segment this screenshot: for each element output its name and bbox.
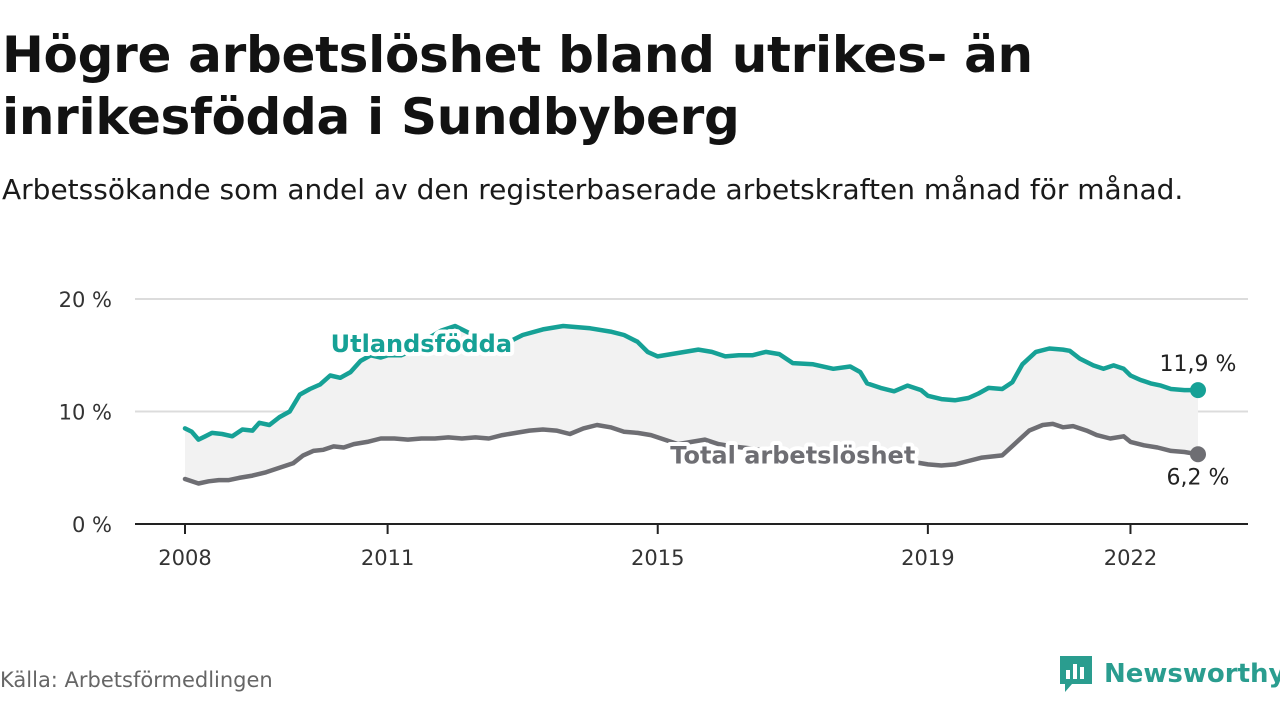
x-tick-label: 2015 [631, 546, 684, 570]
series-line-total [182, 421, 1201, 486]
series-label-foreign: Utlandsfödda [331, 330, 512, 358]
series-label-total: Total arbetslöshet [670, 441, 915, 469]
chart-title: Högre arbetslöshet bland utrikes- än inr… [2, 26, 1033, 146]
y-tick-label: 0 % [72, 513, 112, 537]
source-note: Källa: Arbetsförmedlingen [0, 668, 273, 692]
series-line-foreign [182, 323, 1201, 442]
brand-name: Newsworthy [1104, 659, 1280, 689]
x-tick-label: 2022 [1104, 546, 1157, 570]
y-tick-label: 20 % [59, 288, 112, 312]
x-tick-label: 2019 [901, 546, 954, 570]
end-value-label-foreign: 11,9 % [1160, 352, 1237, 377]
x-tick-label: 2011 [361, 546, 414, 570]
y-tick-label: 10 % [59, 401, 112, 425]
end-marker-foreign [1190, 382, 1206, 399]
range-band [185, 326, 1198, 484]
chart-subtitle: Arbetssökande som andel av den registerb… [2, 173, 1184, 206]
newsworthy-logo-icon [1060, 656, 1092, 692]
brand-logo: Newsworthy [1058, 652, 1280, 696]
end-marker-total [1190, 446, 1206, 463]
end-value-label-total: 6,2 % [1167, 465, 1230, 490]
x-tick-label: 2008 [158, 546, 211, 570]
